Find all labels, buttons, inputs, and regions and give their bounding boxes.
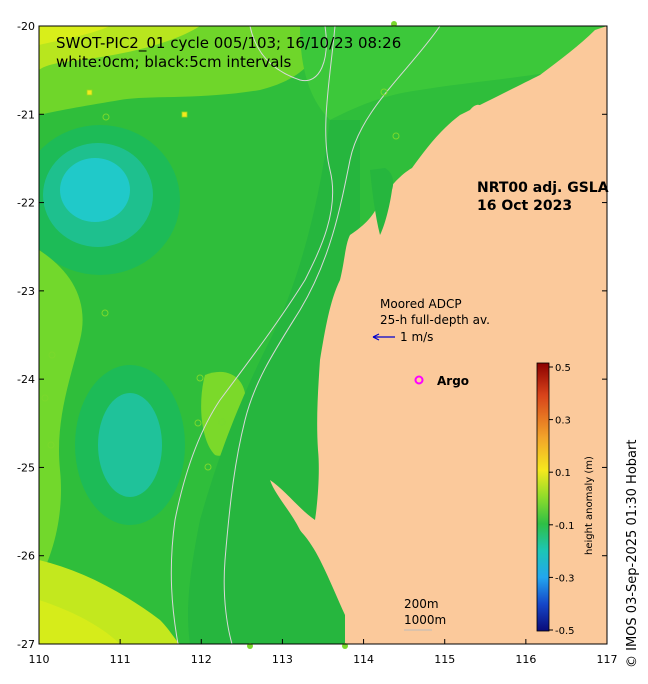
depth-legend-1000m: 1000m <box>404 613 446 627</box>
sea-anomaly-west <box>39 250 83 580</box>
y-tick-label: -27 <box>17 638 35 651</box>
scatter-dots <box>41 88 400 471</box>
adcp-label-line2: 25-h full-depth av. <box>380 313 490 327</box>
map-field <box>39 26 607 644</box>
y-tick-label: -21 <box>17 108 35 121</box>
x-tick-label: 115 <box>434 653 455 666</box>
y-tick-label: -25 <box>17 461 35 474</box>
adcp-label-line1: Moored ADCP <box>380 297 462 311</box>
argo-label: Argo <box>437 374 469 388</box>
barrow-island <box>470 104 485 132</box>
product-label-line2: 16 Oct 2023 <box>477 198 572 214</box>
adcp-moorings <box>86 89 188 118</box>
product-label-line1: NRT00 adj. GSLA <box>477 180 609 196</box>
colorbar-tick-label: -0.3 <box>555 573 575 584</box>
adcp-scale-label: 1 m/s <box>400 330 433 344</box>
credit-text: © IMOS 03-Sep-2025 01:30 Hobart <box>625 440 640 668</box>
isobath-1000m <box>223 26 441 644</box>
map-title-line2: white:0cm; black:5cm intervals <box>56 53 292 71</box>
land-australia <box>270 26 607 644</box>
eddy-upper-core <box>60 158 130 222</box>
isobath-200m <box>170 26 336 644</box>
x-tick-label: 114 <box>353 653 374 666</box>
colorbar-label: height anomaly (m) <box>584 456 595 555</box>
colorbar-ticks: 0.5 0.3 0.1 -0.1 -0.3 -0.5 <box>549 363 575 637</box>
sea-anomaly-northeast <box>300 26 607 120</box>
colorbar-tick-label: -0.1 <box>555 521 575 532</box>
y-tick-label: -24 <box>17 373 35 386</box>
x-tick-label: 113 <box>272 653 293 666</box>
y-axis: -20 -21 -22 -23 -24 -25 -26 -27 <box>17 20 607 651</box>
y-tick-label: -22 <box>17 197 35 210</box>
x-tick-label: 117 <box>597 653 618 666</box>
x-axis: 110 111 112 113 114 115 116 117 <box>29 639 618 666</box>
colorbar-tick-label: 0.1 <box>555 468 571 479</box>
shark-bay <box>280 520 345 644</box>
map-title-line1: SWOT-PIC2_01 cycle 005/103; 16/10/23 08:… <box>56 34 401 53</box>
x-tick-label: 112 <box>191 653 212 666</box>
eddy-lower-core <box>98 393 162 497</box>
y-tick-label: -23 <box>17 285 35 298</box>
y-tick-label: -20 <box>17 20 35 33</box>
depth-legend-200m: 200m <box>404 597 439 611</box>
sea-anomaly-northwest <box>39 26 200 70</box>
x-tick-label: 110 <box>29 653 50 666</box>
colorbar <box>536 362 550 632</box>
colorbar-tick-label: -0.5 <box>555 626 575 637</box>
argo-marker-icon <box>414 375 424 385</box>
isobath-north <box>249 26 327 82</box>
sea-anomaly-corner <box>39 26 110 45</box>
adcp-scale-arrow <box>372 333 395 341</box>
x-tick-label: 111 <box>110 653 131 666</box>
exmouth-gulf <box>370 168 394 235</box>
plot-frame <box>38 25 608 645</box>
colorbar-tick-label: 0.5 <box>555 363 571 374</box>
y-tick-label: -26 <box>17 550 35 563</box>
sea-anomaly-southwest-core <box>39 600 120 644</box>
x-tick-label: 116 <box>515 653 536 666</box>
colorbar-tick-label: 0.3 <box>555 416 571 427</box>
